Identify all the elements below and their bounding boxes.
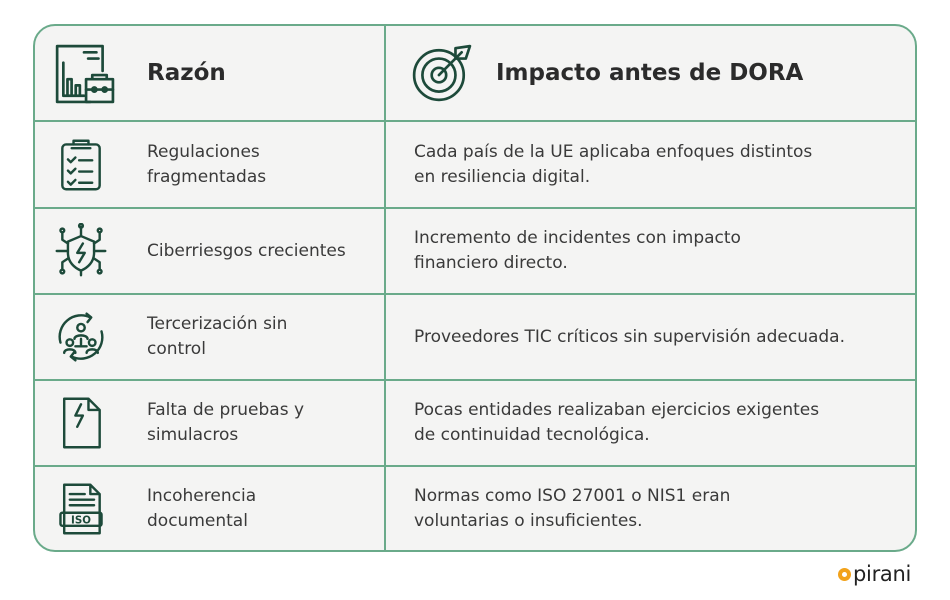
outsourcing-people-cycle-icon <box>58 312 104 362</box>
header-cell-reason: Razón <box>35 26 386 120</box>
iso-document-icon: ISO <box>59 483 103 534</box>
report-briefcase-icon <box>55 44 115 104</box>
reason-text: Regulaciones fragmentadas <box>147 141 267 187</box>
dora-comparison-table: Razón Impacto antes de DORA Regulaciones… <box>33 24 917 552</box>
target-arrow-icon <box>412 44 472 102</box>
impact-text: Normas como ISO 27001 o NIS1 eran volunta… <box>414 485 731 531</box>
clipboard-checklist-icon <box>61 139 101 190</box>
table-row: Ciberriesgos crecientes Incremento de in… <box>35 207 915 293</box>
table-row: Tercerización sin control Proveedores TIC… <box>35 293 915 379</box>
reason-text: Incoherencia documental <box>147 485 257 531</box>
reason-text: Ciberriesgos crecientes <box>147 240 346 261</box>
impact-text: Incremento de incidentes con impacto fina… <box>414 228 741 273</box>
document-lightning-icon <box>62 397 101 449</box>
logo-ring-icon <box>838 567 851 581</box>
table-row: ISO Incoherencia documental Normas como I… <box>35 465 915 550</box>
cyber-shield-circuit-icon <box>55 223 107 277</box>
impact-text: Pocas entidades realizaban ejercicios ex… <box>414 400 820 445</box>
svg-text:ISO: ISO <box>71 514 91 526</box>
impact-text: Cada país de la UE aplicaba enfoques dis… <box>414 141 813 187</box>
column-header-reason: Razón <box>147 60 226 86</box>
column-header-impact: Impacto antes de DORA <box>496 60 804 86</box>
reason-text: Tercerización sin control <box>147 314 288 359</box>
pirani-logo: pirani <box>838 562 911 586</box>
table-header-row: Razón Impacto antes de DORA <box>35 26 915 120</box>
table-row: Falta de pruebas y simulacros Pocas entid… <box>35 379 915 465</box>
reason-text: Falta de pruebas y simulacros <box>147 400 305 445</box>
header-cell-impact: Impacto antes de DORA <box>386 26 915 120</box>
impact-text: Proveedores TIC críticos sin supervisión… <box>414 326 845 347</box>
table-row: Regulaciones fragmentadas Cada país de la… <box>35 120 915 207</box>
